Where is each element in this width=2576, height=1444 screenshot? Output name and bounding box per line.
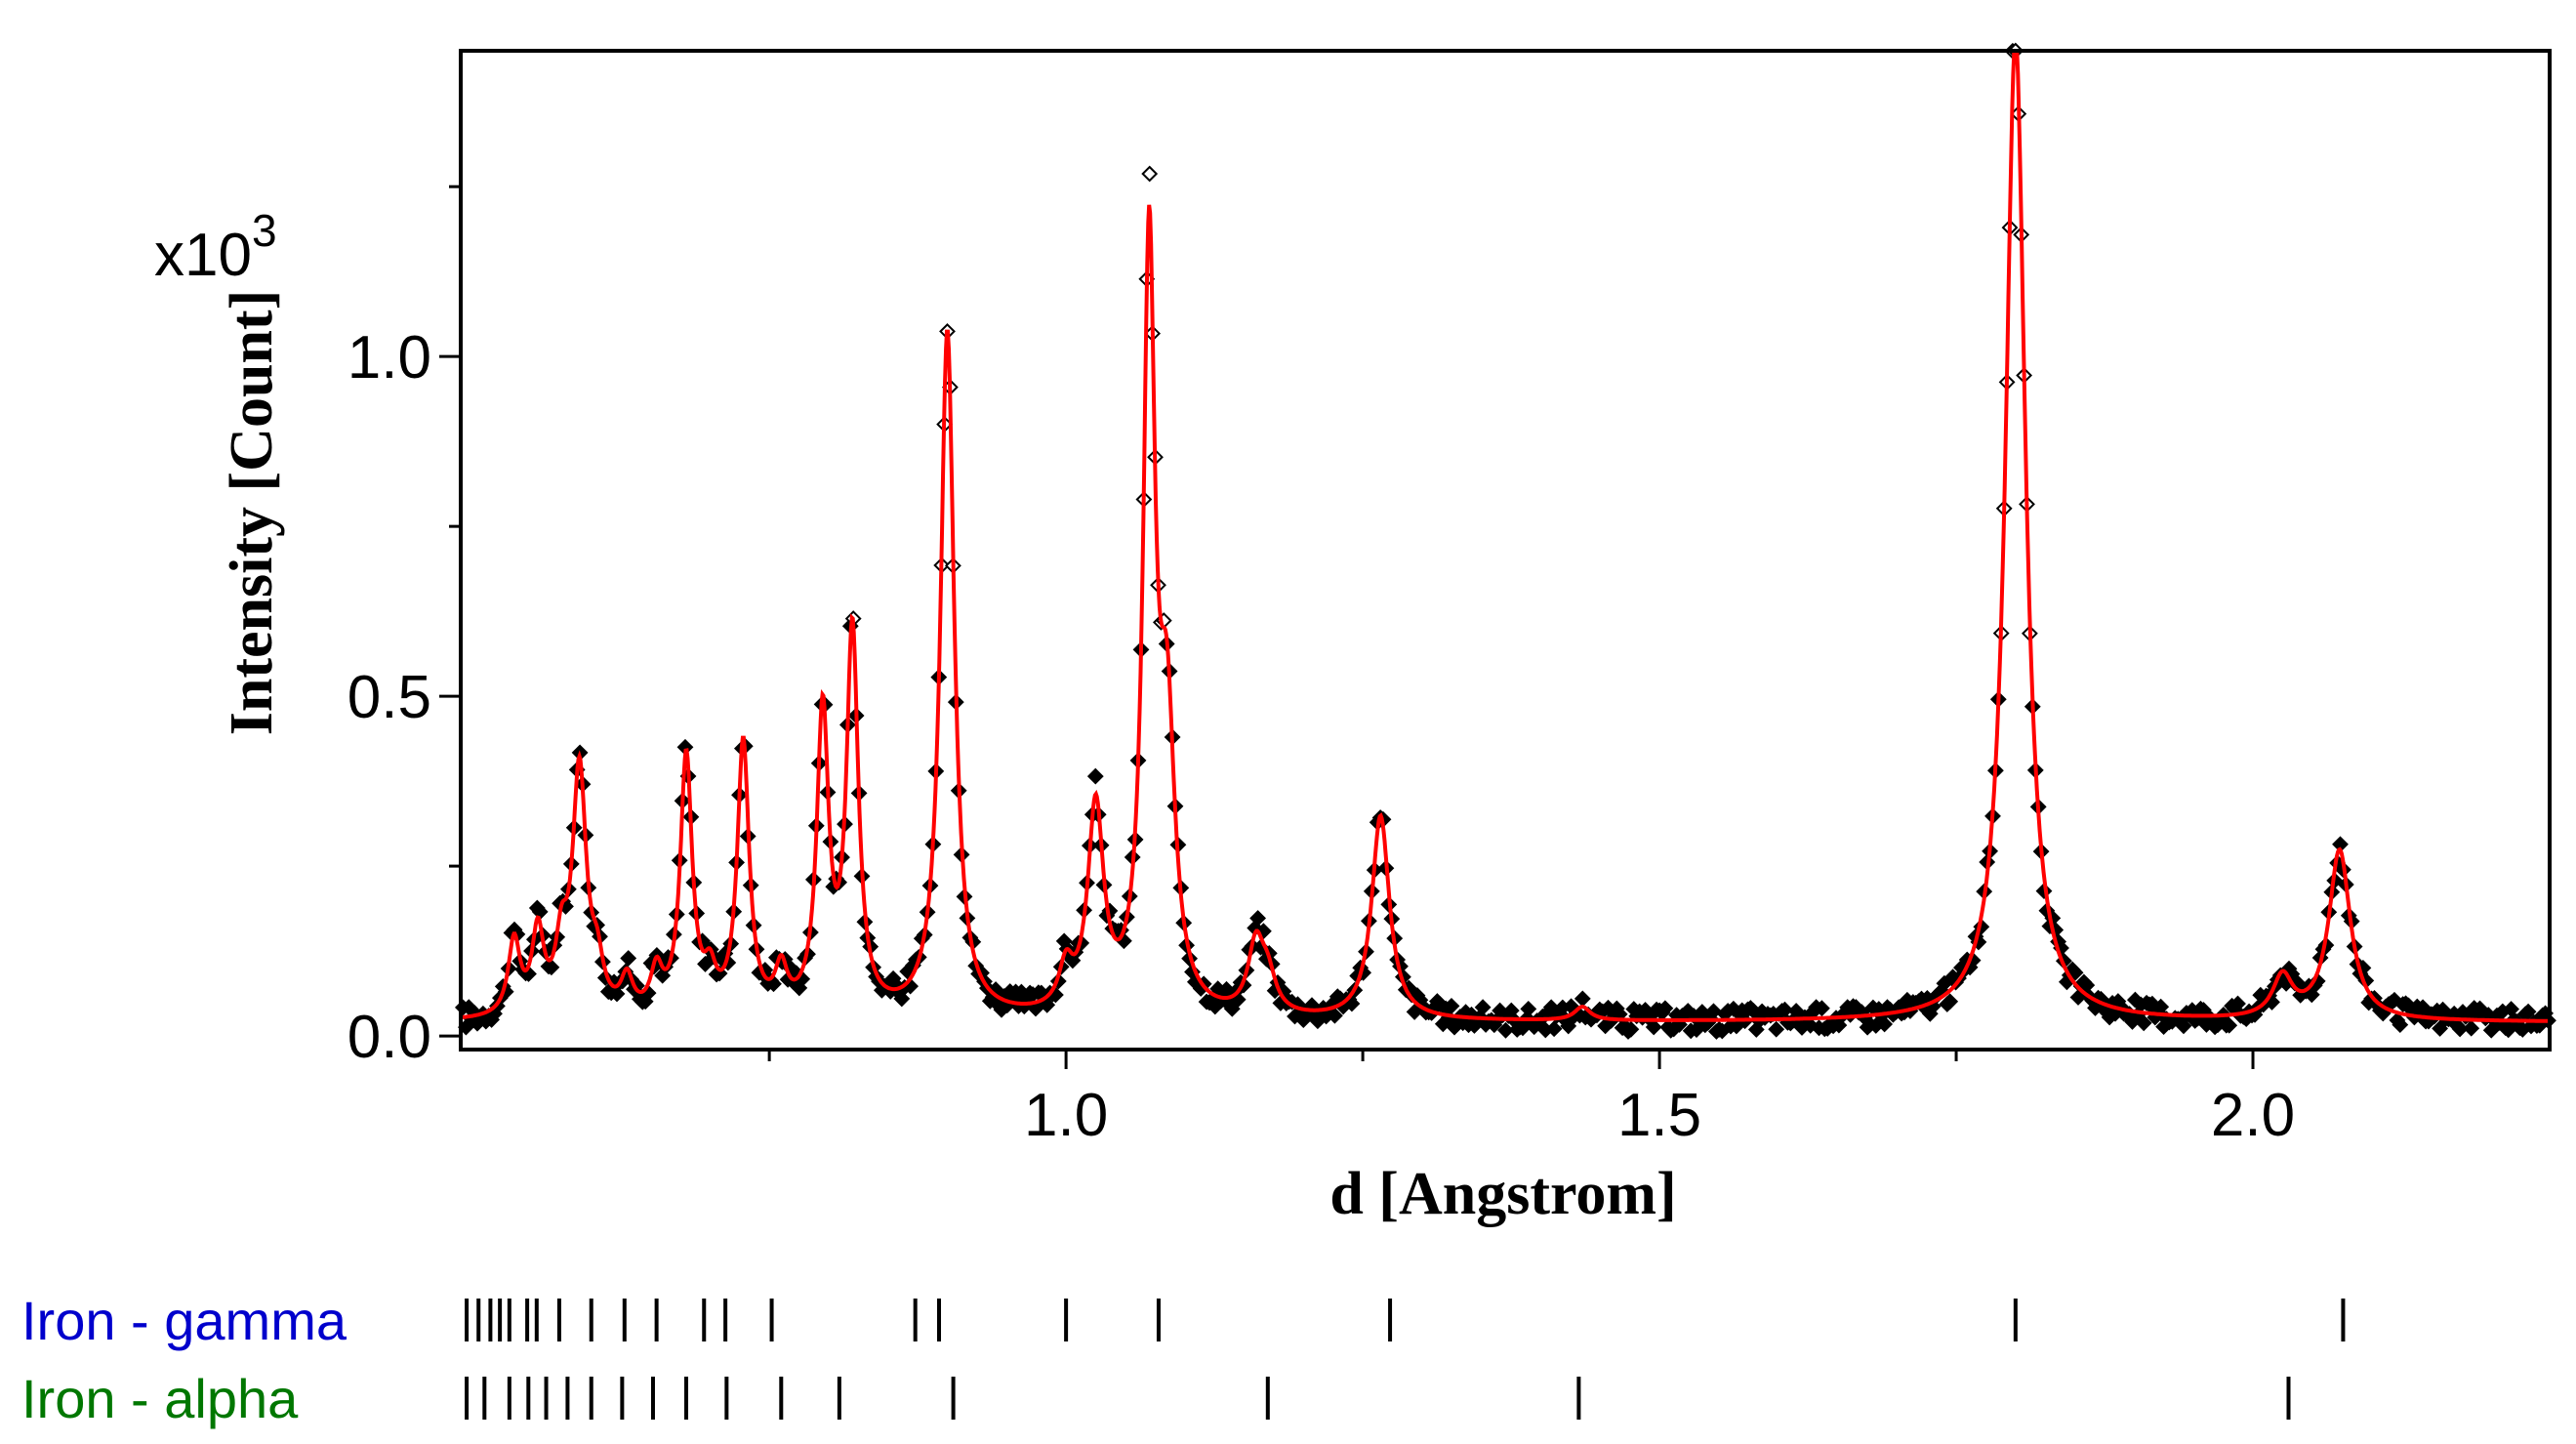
observed-point [2221, 1016, 2238, 1034]
observed-point [2414, 999, 2432, 1016]
y-axis-label: Intensity [Count] [219, 290, 285, 735]
observed-point [1474, 999, 1492, 1016]
observed-point [543, 959, 560, 976]
observed-point [1574, 990, 1591, 1008]
observed-point [697, 955, 714, 972]
observed-point [2135, 1014, 2152, 1032]
observed-point [620, 950, 637, 967]
observed-point [2175, 1017, 2192, 1035]
observed-point [1141, 165, 1159, 183]
observed-point [1777, 1001, 1793, 1018]
observed-point [1645, 1018, 1662, 1036]
observed-point [893, 990, 911, 1008]
observed-point [2463, 1019, 2480, 1037]
y-multiplier-exponent: 3 [252, 205, 277, 256]
y-multiplier-base: x10 [154, 222, 252, 289]
observed-point [2519, 1003, 2537, 1020]
observed-point [1326, 1007, 1343, 1024]
observed-point [1520, 1000, 1537, 1017]
observed-series [454, 42, 2556, 1040]
observed-point [2451, 1020, 2469, 1038]
observed-point [1497, 1021, 1514, 1039]
observed-point [1039, 996, 1056, 1013]
observed-point [1768, 1020, 1785, 1038]
observed-point [2392, 1016, 2409, 1034]
y-multiplier-label: x103 [154, 205, 277, 289]
observed-point [608, 985, 626, 1003]
x-axis-label: d [Angstrom] [1329, 1161, 1676, 1227]
observed-point [1813, 1000, 1830, 1017]
tick-labels: 0.0 0.5 1.0 1.0 1.5 2.0 [348, 324, 2295, 1149]
observed-point [1876, 1015, 1894, 1033]
calculated-line [460, 49, 2550, 1023]
x-tick-label: 2.0 [2211, 1082, 2295, 1149]
observed-point [1656, 1000, 1674, 1017]
x-tick-label: 1.0 [1024, 1082, 1108, 1149]
calculated-series [460, 49, 2550, 1023]
phase-reflection-markers: Iron - gamma Iron - alpha [21, 1290, 2346, 1429]
phase-label: Iron - alpha [21, 1368, 299, 1429]
observed-point [1545, 1020, 1563, 1038]
observed-point [1086, 767, 1104, 785]
y-tick-label: 1.0 [348, 324, 431, 392]
plot-frame [459, 49, 2552, 1052]
observed-point [1622, 1020, 1640, 1038]
y-tick-label: 0.5 [348, 664, 431, 731]
observed-point [2069, 989, 2087, 1006]
observed-point [1249, 910, 1267, 927]
observed-point [1942, 993, 1959, 1011]
observed-point [1560, 1017, 1577, 1035]
phase-label: Iron - gamma [21, 1290, 348, 1351]
observed-point [1443, 997, 1460, 1014]
x-tick-label: 1.5 [1617, 1082, 1701, 1149]
observed-point [2432, 1019, 2449, 1037]
y-tick-label: 0.0 [348, 1004, 431, 1071]
observed-point [2066, 964, 2084, 981]
